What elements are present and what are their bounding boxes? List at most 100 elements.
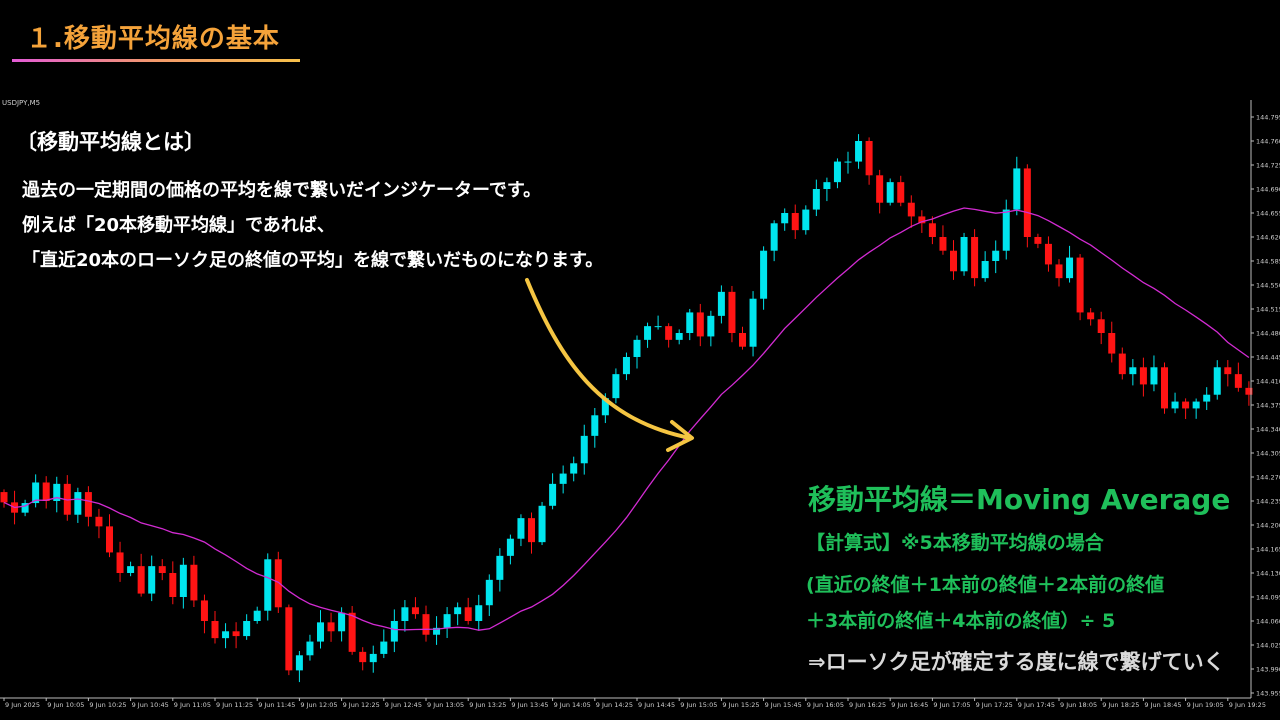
price-tick-label: 144.305 (1256, 450, 1280, 458)
candle-body (106, 526, 113, 553)
candle-body (327, 622, 335, 632)
candle-body (1245, 387, 1253, 395)
candle (612, 368, 620, 404)
candle-body (802, 209, 810, 231)
candle (401, 600, 409, 632)
candle (348, 606, 356, 655)
candle-body (401, 607, 409, 621)
time-tick-label: 9 Jun 18:25 (1102, 701, 1139, 709)
candle-body (1066, 257, 1074, 279)
candle (812, 179, 820, 217)
symbol-label: USDJPY,M5 (2, 99, 41, 107)
candle-body (485, 579, 493, 606)
candle (897, 175, 905, 207)
candle-body (1044, 243, 1052, 265)
candle-body (169, 573, 177, 597)
candle-body (675, 333, 683, 340)
candle-body (739, 333, 746, 347)
candle-body (211, 621, 219, 639)
definition-line-1: 過去の一定期間の価格の平均を線で繋いだインジケーターです。 (22, 180, 542, 201)
candle (327, 612, 335, 642)
candle-body (886, 182, 894, 203)
candle-body (380, 641, 388, 654)
price-tick-label: 144.690 (1256, 186, 1280, 194)
candle (106, 514, 113, 558)
candle (992, 240, 1000, 274)
candle-body (601, 398, 609, 416)
formula-note: ⇒ローソク足が確定する度に線で繋げていく (808, 650, 1225, 674)
price-tick-label: 144.515 (1256, 306, 1280, 314)
candle-body (1192, 401, 1200, 409)
candle (1245, 381, 1253, 406)
price-tick-label: 144.095 (1256, 594, 1280, 602)
candle (760, 246, 768, 310)
candle (253, 606, 261, 624)
candle-body (749, 298, 757, 347)
pointer-arrow-icon (525, 278, 692, 440)
candle (696, 303, 704, 347)
time-tick-label: 9 Jun 10:45 (132, 701, 169, 709)
candle (1234, 362, 1242, 392)
time-tick-label: 9 Jun 13:25 (469, 701, 506, 709)
candle-body (1034, 237, 1042, 244)
candle-body (1013, 168, 1021, 210)
candle-body (317, 622, 324, 642)
candle-body (1023, 168, 1031, 237)
moving-average-line (3, 207, 1250, 631)
candle (1171, 392, 1179, 414)
candle (1224, 360, 1232, 387)
time-tick-label: 9 Jun 16:05 (807, 701, 844, 709)
candle (717, 285, 725, 324)
candle (675, 329, 683, 345)
candle-body (812, 189, 820, 210)
candle-body (411, 607, 419, 615)
price-tick-label: 144.655 (1256, 210, 1280, 218)
candle-body (1002, 209, 1010, 251)
candle (907, 195, 915, 228)
price-tick-label: 143.990 (1256, 666, 1280, 674)
formula-header: 【計算式】※5本移動平均線の場合 (806, 532, 1104, 554)
candle-body (918, 216, 926, 224)
candle (158, 559, 166, 581)
candle (306, 634, 314, 661)
candle (1203, 387, 1211, 410)
candle (749, 291, 757, 357)
candle (1097, 311, 1105, 345)
candle (950, 240, 957, 280)
price-tick-label: 144.165 (1256, 546, 1280, 554)
candle-body (264, 559, 272, 611)
price-tick-label: 144.620 (1256, 234, 1280, 242)
time-axis-labels: 9 Jun 2025 9 Jun 10:05 9 Jun 10:25 9 Jun 10… (3, 698, 1266, 709)
moving-average-title: 移動平均線＝Moving Average (808, 483, 1231, 516)
candle-body (622, 357, 630, 375)
candle-body (274, 559, 282, 608)
time-tick-label: 9 Jun 17:45 (1018, 701, 1055, 709)
candle-body (760, 250, 768, 299)
candle (770, 220, 778, 262)
candle-body (1097, 319, 1105, 333)
candle-body (728, 291, 736, 333)
candle-body (95, 516, 103, 527)
time-tick-label: 9 Jun 17:05 (933, 701, 970, 709)
candle (802, 205, 810, 235)
candle-body (0, 492, 8, 503)
candle-body (781, 213, 789, 224)
candle-body (791, 213, 799, 231)
time-tick-label: 9 Jun 14:25 (596, 701, 633, 709)
candle-body (443, 614, 451, 628)
candle-body (422, 614, 430, 635)
candle (454, 602, 462, 626)
price-tick-label: 143.955 (1256, 690, 1280, 698)
candle (32, 474, 40, 508)
heading-underline (12, 59, 300, 62)
time-tick-label: 9 Jun 18:45 (1144, 701, 1181, 709)
candle (1044, 236, 1052, 272)
time-tick-label: 9 Jun 12:25 (343, 701, 380, 709)
candle-body (580, 435, 588, 464)
candle (148, 555, 156, 602)
candle-body (32, 482, 40, 504)
time-tick-label: 9 Jun 17:25 (976, 701, 1013, 709)
candle (538, 501, 546, 546)
candle-body (53, 483, 61, 501)
